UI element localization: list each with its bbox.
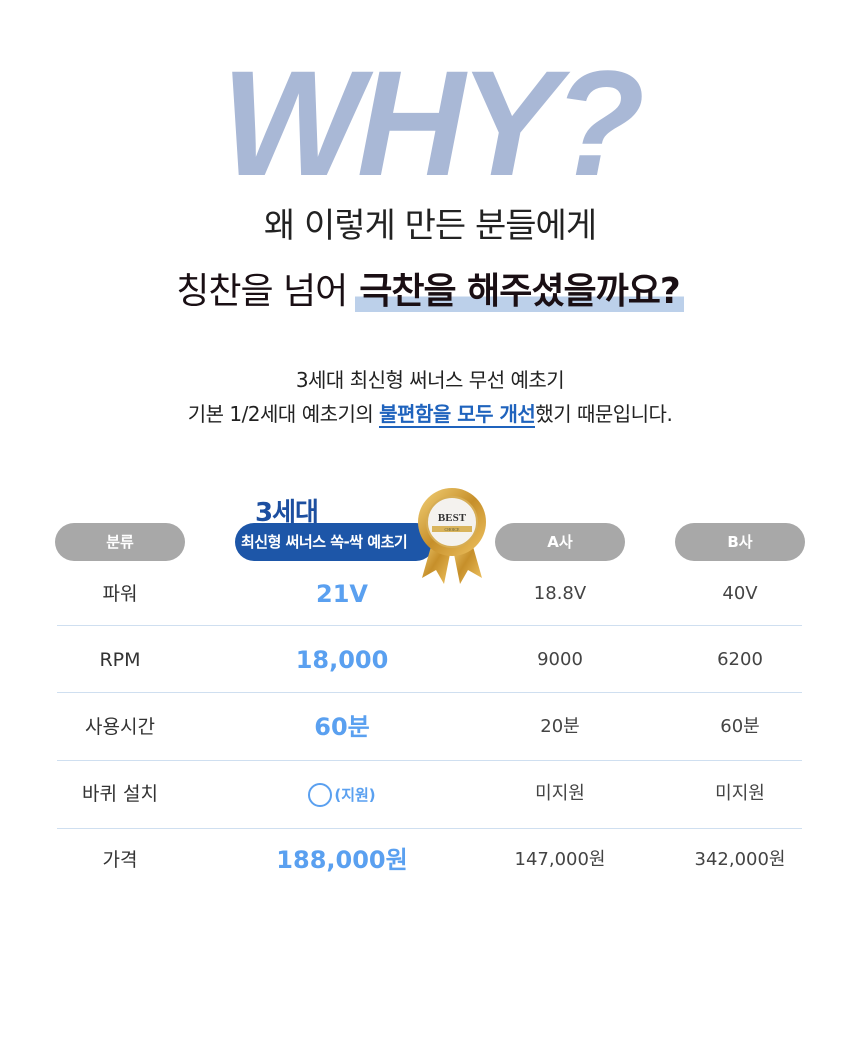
ours-value: (지원) <box>252 761 432 827</box>
b-value: 40V <box>722 583 758 604</box>
header-category: 분류 <box>55 523 185 561</box>
a-value: 147,000원 <box>514 849 606 870</box>
row-divider <box>57 692 802 693</box>
row-divider <box>57 625 802 626</box>
table-row: 바퀴 설치 (지원) 미지원 미지원 <box>0 761 860 827</box>
circle-check-icon <box>308 783 333 807</box>
table-row: 가격 188,000원 147,000원 342,000원 <box>0 827 860 893</box>
row-label: 가격 <box>102 849 138 871</box>
a-value: 미지원 <box>535 783 585 804</box>
headline-plain: 칭찬을 넘어 <box>176 271 348 312</box>
subtext-line-2: 기본 1/2세대 예초기의 불편함을 모두 개선했기 때문입니다. <box>0 398 860 428</box>
ours-value: 188,000원 <box>276 846 408 874</box>
award-ribbon-icon: BEST CHOICE <box>418 488 486 584</box>
b-value: 342,000원 <box>694 849 786 870</box>
why-title: WHY? <box>221 39 645 207</box>
a-value: 18.8V <box>533 583 587 604</box>
ours-value: 21V <box>316 580 368 608</box>
subtext-post: 했기 때문입니다. <box>535 402 673 426</box>
subtext-pre: 기본 1/2세대 예초기의 <box>187 402 380 426</box>
ours-value: 60분 <box>314 713 370 741</box>
headline-highlight: 극찬을 해주셨을까요? <box>355 271 684 312</box>
table-row: 파워 21V 18.8V 40V <box>0 561 860 627</box>
header-a: A사 <box>495 523 625 561</box>
subtext-line-1: 3세대 최신형 써너스 무선 예초기 <box>295 368 565 392</box>
ours-value: 18,000 <box>295 646 389 674</box>
row-label: RPM <box>99 649 141 671</box>
b-value: 60분 <box>720 716 760 737</box>
header-b: B사 <box>675 523 805 561</box>
table-row: RPM 18,000 9000 6200 <box>0 627 860 693</box>
badge-text: BEST <box>438 512 467 524</box>
header-ours: 최신형 써너스 쏙-싹 예초기 <box>235 523 435 561</box>
a-value: 20분 <box>540 716 580 737</box>
b-value: 6200 <box>717 649 763 670</box>
row-label: 파워 <box>102 583 138 605</box>
row-label: 바퀴 설치 <box>82 783 158 805</box>
row-divider <box>57 760 802 761</box>
a-value: 9000 <box>537 649 583 670</box>
subtext-highlight: 불편함을 모두 개선 <box>379 402 536 428</box>
table-row: 사용시간 60분 20분 60분 <box>0 694 860 760</box>
headline-line-2: 칭찬을 넘어 극찬을 해주셨을까요? <box>0 262 860 314</box>
b-value: 미지원 <box>715 783 765 804</box>
row-label: 사용시간 <box>85 716 155 738</box>
headline-line-1: 왜 이렇게 만든 분들에게 <box>263 206 597 246</box>
badge-subtext: CHOICE <box>445 527 460 532</box>
row-divider <box>57 828 802 829</box>
ours-support-text: (지원) <box>334 786 376 804</box>
